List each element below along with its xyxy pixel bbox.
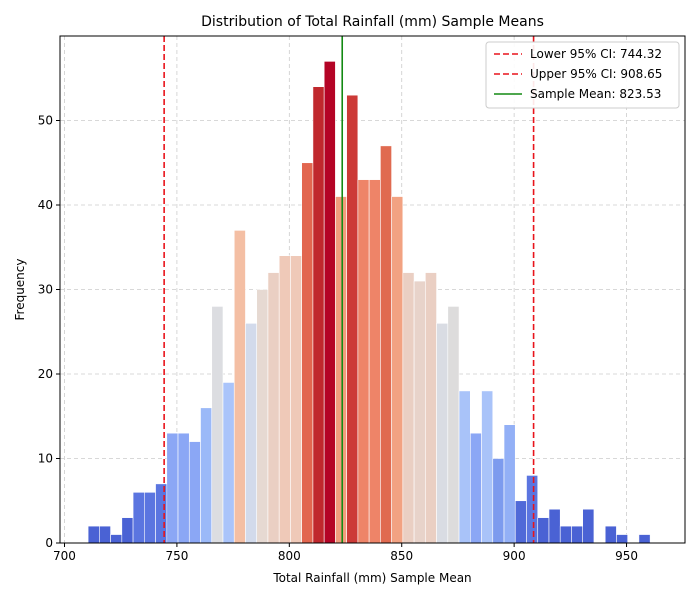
y-tick-label: 10	[38, 452, 53, 466]
legend: Lower 95% CI: 744.32 Upper 95% CI: 908.65…	[485, 41, 680, 109]
histogram-bar	[571, 525, 584, 544]
histogram-bar	[188, 441, 201, 544]
histogram-bar	[616, 534, 628, 544]
histogram-bar	[335, 196, 347, 544]
histogram-bar	[425, 272, 437, 544]
histogram-bar	[155, 483, 168, 544]
histogram-bar	[144, 491, 156, 544]
histogram-bar	[222, 382, 235, 544]
histogram-bar	[559, 525, 572, 544]
histogram-bar	[368, 179, 381, 544]
legend-entry: Lower 95% CI: 744.32	[530, 47, 662, 61]
y-axis-ticks: 0 10 20 30 40 50	[38, 114, 60, 550]
chart-title: Distribution of Total Rainfall (mm) Samp…	[201, 14, 544, 30]
x-tick-label: 750	[165, 549, 188, 563]
y-axis-label: Frequency	[13, 259, 27, 321]
histogram-bar	[267, 272, 280, 544]
histogram-bar	[323, 61, 336, 544]
histogram-bar	[357, 179, 370, 544]
reference-lines	[163, 36, 535, 543]
legend-entry: Sample Mean: 823.53	[530, 87, 661, 101]
legend-entry: Upper 95% CI: 908.65	[530, 67, 662, 81]
histogram-bar	[638, 534, 651, 544]
y-tick-label: 20	[38, 367, 53, 381]
histogram-bar	[481, 390, 494, 544]
histogram-bar	[110, 534, 123, 544]
x-axis-label: Total Rainfall (mm) Sample Mean	[272, 571, 471, 585]
histogram-bar	[346, 94, 359, 544]
histogram-bar	[132, 491, 145, 544]
histogram-bar	[256, 289, 269, 544]
histogram-bar	[121, 517, 134, 544]
histogram-bar	[380, 145, 392, 544]
histogram-bar	[413, 280, 426, 544]
histogram-bar	[582, 508, 595, 544]
histogram-bar	[548, 508, 561, 544]
x-tick-label: 850	[390, 549, 413, 563]
x-tick-label: 800	[278, 549, 301, 563]
histogram-bar	[233, 230, 246, 544]
histogram-bar	[436, 322, 449, 544]
x-tick-label: 700	[53, 549, 76, 563]
histogram-bar	[99, 525, 111, 544]
histogram-bar	[503, 424, 516, 544]
histogram-bar	[211, 306, 224, 544]
x-axis-ticks: 700 750 800 850 900 950	[53, 543, 638, 563]
histogram-bar	[166, 432, 179, 544]
legend-box	[485, 41, 680, 109]
histogram-bars	[87, 61, 651, 544]
histogram-bar	[177, 432, 190, 544]
histogram-bar	[278, 255, 291, 544]
y-tick-label: 40	[38, 198, 53, 212]
histogram-bar	[526, 475, 539, 544]
histogram-bar	[290, 255, 302, 544]
histogram-bar	[458, 390, 471, 544]
histogram-bar	[447, 306, 460, 544]
histogram-bar	[469, 432, 482, 544]
histogram-bar	[604, 525, 617, 544]
histogram-bar	[402, 272, 415, 544]
histogram-bar	[301, 162, 314, 544]
y-tick-label: 30	[38, 283, 53, 297]
histogram-bar	[245, 322, 258, 544]
x-tick-label: 900	[503, 549, 526, 563]
histogram-bar	[391, 196, 404, 544]
histogram-bar	[537, 517, 550, 544]
histogram-bar	[514, 500, 527, 544]
y-tick-label: 50	[38, 114, 53, 128]
x-tick-label: 950	[615, 549, 638, 563]
histogram-bar	[200, 407, 213, 544]
y-tick-label: 0	[45, 536, 53, 550]
histogram-bar	[312, 86, 325, 544]
histogram-bar	[87, 525, 100, 544]
histogram-bar	[492, 458, 505, 544]
